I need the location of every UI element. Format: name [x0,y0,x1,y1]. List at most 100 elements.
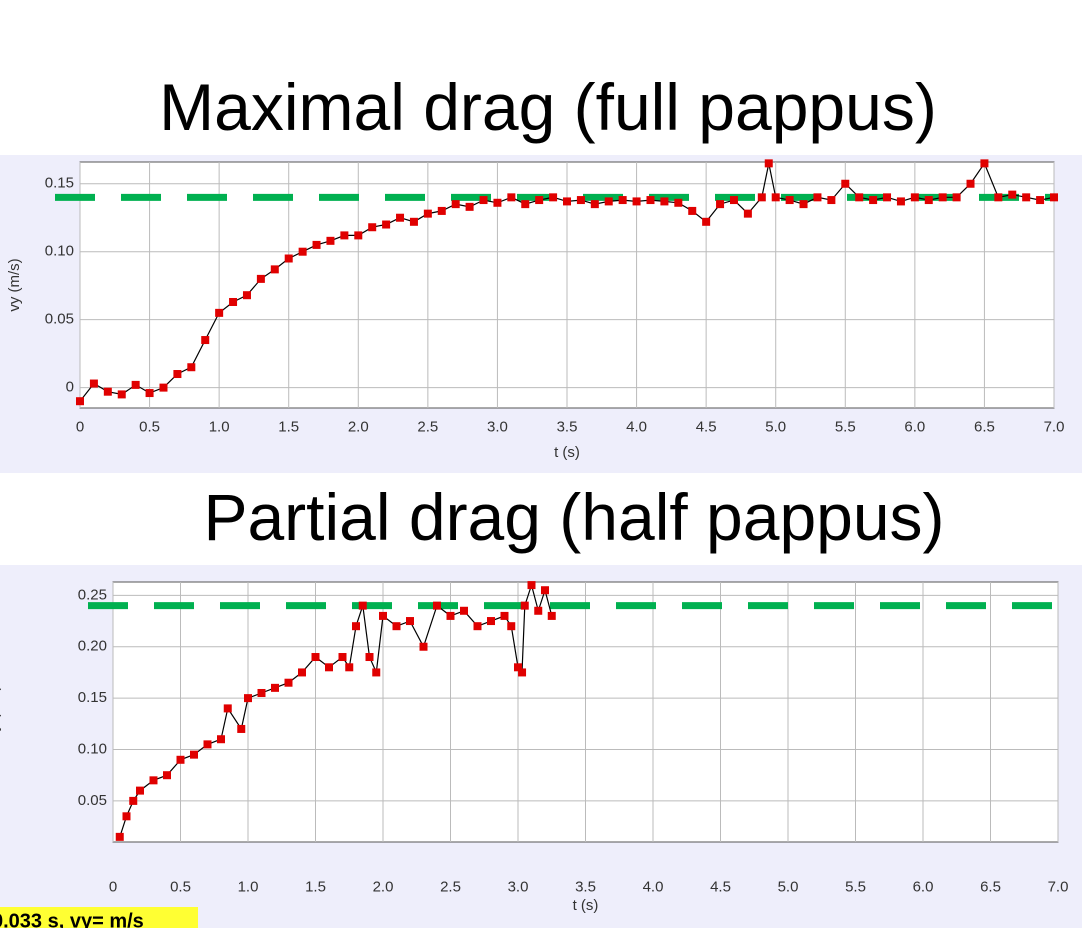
data-point [813,193,822,202]
data-point [433,601,441,610]
data-point [217,735,225,744]
x-tick-label: 0.5 [170,878,191,895]
data-point [883,193,892,202]
x-tick-label: 6.0 [904,418,925,435]
data-point [131,380,140,389]
x-tick-label: 1.0 [209,418,230,435]
data-point [115,832,124,841]
data-point [729,196,738,205]
data-point [382,220,391,229]
data-point [122,812,131,821]
data-point [1050,193,1058,202]
data-point [618,196,627,205]
x-tick-label: 1.0 [238,878,259,895]
x-tick-label: 1.5 [278,418,299,435]
x-tick-label: 2.5 [440,878,461,895]
data-point [354,231,363,240]
data-point [1008,190,1017,199]
data-point [298,247,307,256]
data-point [1036,196,1045,205]
data-point [479,196,488,205]
x-tick-label: 7.0 [1048,878,1069,895]
data-point [223,704,232,713]
data-point [437,206,446,215]
data-point [487,617,495,626]
data-point [257,688,266,697]
x-tick-label: 6.5 [980,878,1001,895]
data-point [187,363,196,372]
data-point [841,179,850,188]
data-point [201,336,210,345]
data-point [451,200,460,209]
data-point [284,254,293,263]
data-point [325,663,333,672]
data-point [660,197,669,206]
data-point [129,796,138,805]
y-tick-label: 0 [66,379,74,396]
x-tick-label: 0.5 [139,418,160,435]
data-point [163,771,171,780]
data-point [149,776,158,785]
data-point [563,197,571,206]
y-axis-label: vy (m/s) [6,258,23,311]
data-point [688,206,697,215]
data-point [855,193,864,202]
x-tick-label: 4.5 [696,418,717,435]
data-point [465,202,474,211]
x-tick-label: 2.0 [348,418,369,435]
data-point [409,217,418,226]
x-tick-label: 5.0 [778,878,799,895]
data-point [674,198,683,207]
y-tick-label: 0.05 [78,792,107,809]
data-point [534,606,543,615]
x-tick-label: 3.5 [557,418,578,435]
data-point [368,223,377,232]
x-tick-label: 5.5 [845,878,866,895]
y-tick-label: 0.20 [78,638,107,655]
data-point [379,611,387,620]
data-point [298,668,306,677]
y-tick-label: 0.10 [78,740,107,757]
x-tick-label: 0 [76,418,84,435]
data-point [1022,193,1031,202]
data-point [396,213,405,222]
data-point [358,601,367,610]
x-tick-label: 4.0 [626,418,647,435]
data-point [284,678,293,687]
data-point [340,231,349,240]
data-point [547,611,556,620]
data-point [203,740,212,749]
data-point [980,159,989,168]
data-point [326,236,335,245]
data-point [716,200,725,209]
y-axis-label: vy (m/s) [0,685,2,738]
x-tick-label: 3.5 [575,878,596,895]
data-point [270,265,279,274]
x-tick-label: 4.0 [643,878,664,895]
data-point [76,397,84,406]
data-point [190,750,198,759]
data-point [419,642,428,651]
data-point [952,193,961,202]
data-point [743,209,752,218]
data-point [244,694,252,703]
data-point [117,390,126,399]
data-point [757,193,766,202]
x-axis-label: t (s) [573,897,599,914]
x-tick-label: 4.5 [710,878,731,895]
data-point [799,200,808,209]
y-tick-label: 0.15 [45,175,74,192]
data-point [446,611,455,620]
data-point [473,622,482,631]
data-point [352,622,360,631]
data-point [527,581,536,590]
x-tick-label: 3.0 [508,878,529,895]
data-point [493,198,502,207]
data-point [924,196,933,205]
data-point [311,653,320,662]
x-tick-label: 1.5 [305,878,326,895]
data-point [406,617,414,626]
data-point [507,193,516,202]
x-tick-label: 3.0 [487,418,508,435]
y-tick-label: 0.10 [45,243,74,260]
